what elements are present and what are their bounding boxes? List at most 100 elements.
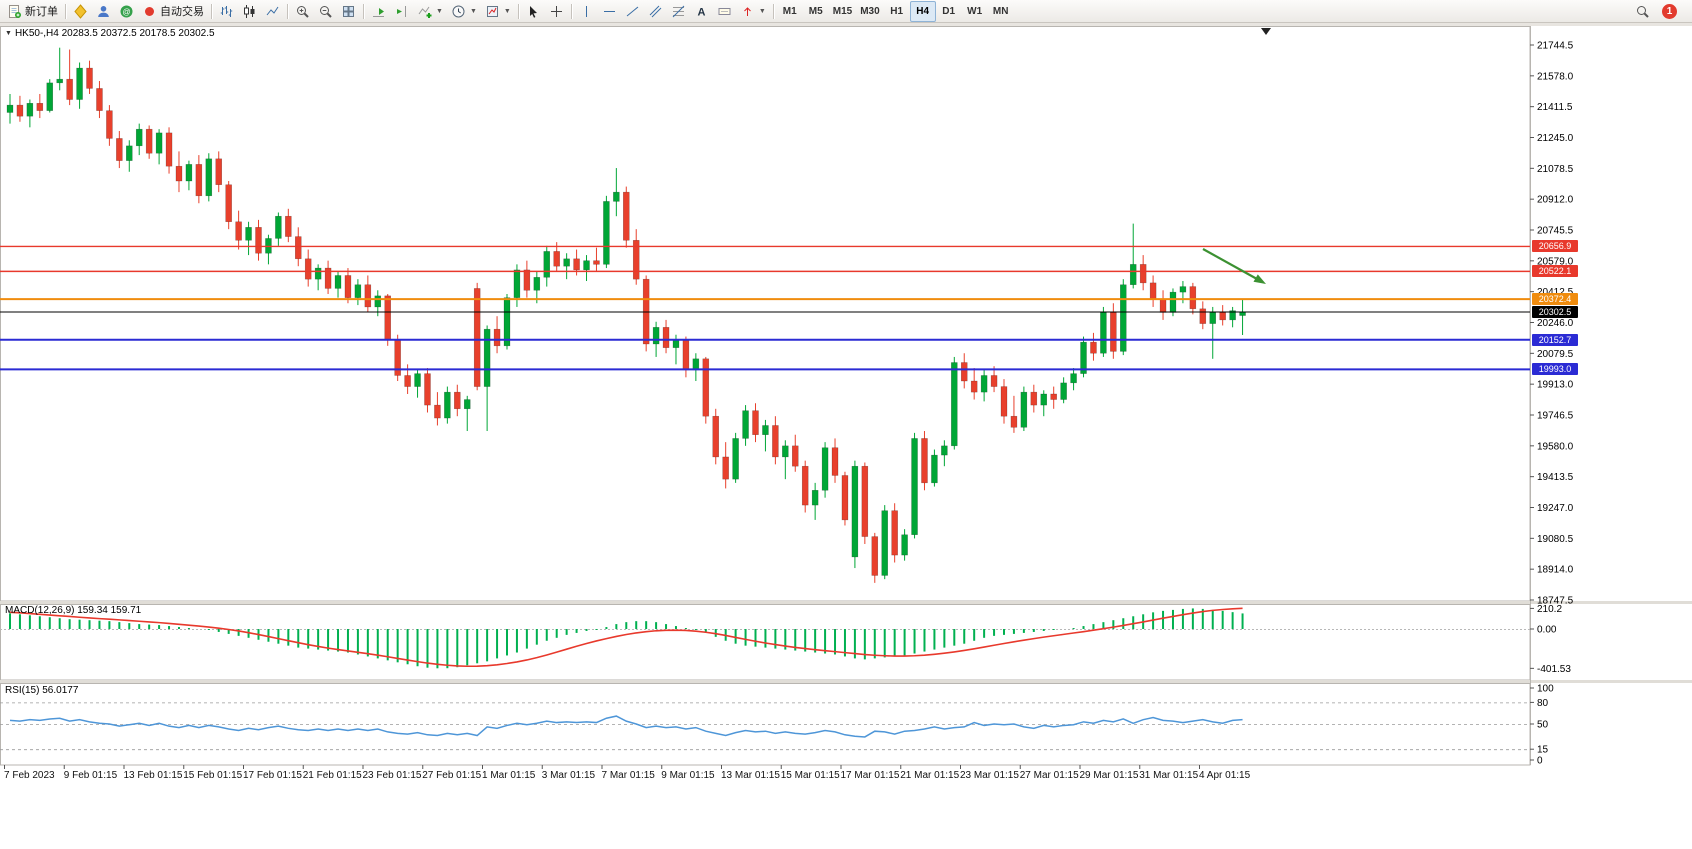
x-tick-label[interactable]: 21 Mar 01:15	[900, 770, 959, 781]
cursor-button[interactable]	[522, 1, 545, 22]
vertical-line-icon	[585, 5, 587, 17]
macd-histogram	[9, 608, 1244, 669]
candle-body	[1080, 341, 1087, 374]
candle-body	[314, 267, 322, 280]
x-tick-label[interactable]: 27 Mar 01:15	[1020, 770, 1079, 781]
y-tick-label: 20412.5	[1537, 287, 1574, 298]
toolbar-right-group: 1	[1631, 1, 1689, 22]
candle-body	[1040, 393, 1048, 406]
candle-body	[384, 295, 391, 341]
candle-body	[951, 362, 958, 447]
tile-windows-button[interactable]	[337, 1, 360, 22]
x-tick-label[interactable]: 1 Mar 01:15	[482, 770, 536, 781]
horizontal-line-tool-button[interactable]	[598, 1, 621, 22]
auto-trading-button[interactable]: 自动交易	[138, 1, 208, 22]
community-button[interactable]: @	[115, 1, 138, 22]
chart-shift-button[interactable]	[390, 1, 413, 22]
x-tick-label[interactable]: 21 Feb 01:15	[303, 770, 362, 781]
chart-shift-marker-icon[interactable]	[1261, 28, 1271, 35]
arrow-annotation-head[interactable]	[1253, 274, 1267, 284]
profile-button[interactable]	[92, 1, 115, 22]
chart-window[interactable]: 21744.5 21578.0 21411.5 21245.0 21078.5 20912…	[0, 26, 1692, 849]
x-tick-label[interactable]: 15 Feb 01:15	[183, 770, 242, 781]
tile-windows-icon	[343, 5, 354, 17]
x-tick-label[interactable]: 23 Mar 01:15	[960, 770, 1019, 781]
x-tick-label[interactable]: 13 Mar 01:15	[721, 770, 780, 781]
channel-tool-button[interactable]	[644, 1, 667, 22]
templates-button[interactable]: ▼	[481, 1, 515, 22]
notification-badge[interactable]: 1	[1662, 3, 1677, 19]
candle-body	[921, 438, 928, 484]
x-tick-label[interactable]: 4 Apr 01:15	[1199, 770, 1251, 781]
timeframe-w1-button[interactable]: W1	[967, 5, 983, 17]
x-tick-label[interactable]: 15 Mar 01:15	[781, 770, 840, 781]
candle-body	[662, 327, 670, 348]
x-tick-label[interactable]: 7 Feb 2023	[4, 770, 55, 781]
x-tick-label[interactable]: 17 Feb 01:15	[243, 770, 302, 781]
fibonacci-tool-button[interactable]	[667, 1, 690, 22]
timeframe-h4-button[interactable]: H4	[909, 0, 936, 22]
search-button[interactable]	[1631, 1, 1654, 22]
macd-y-tick-label: 0.00	[1537, 625, 1557, 636]
svg-text:A: A	[697, 6, 705, 18]
mql-market-button[interactable]	[69, 1, 92, 22]
x-tick-label[interactable]: 9 Mar 01:15	[661, 770, 715, 781]
arrows-tool-button[interactable]: ▼	[736, 1, 770, 22]
candle-body	[1000, 386, 1008, 417]
text-tool-button[interactable]: A	[690, 1, 713, 22]
x-tick-label[interactable]: 23 Feb 01:15	[363, 770, 422, 781]
zoom-in-button[interactable]	[291, 1, 314, 22]
crosshair-button[interactable]	[545, 1, 568, 22]
candle-body	[1060, 382, 1067, 400]
panel-splitter[interactable]	[0, 680, 1692, 683]
price-tag-20656.9: 20656.9	[1532, 240, 1578, 253]
line-chart-icon	[266, 6, 279, 15]
x-tick-label[interactable]: 13 Feb 01:15	[124, 770, 183, 781]
label-tool-button[interactable]	[713, 1, 736, 22]
x-tick-label[interactable]: 31 Mar 01:15	[1139, 770, 1198, 781]
trendline-tool-button[interactable]	[621, 1, 644, 22]
bar-chart-button[interactable]	[215, 1, 238, 22]
candle-body	[116, 138, 123, 161]
candle-body	[364, 284, 372, 308]
candle-body	[454, 391, 461, 410]
timeframe-h1-button[interactable]: H1	[890, 5, 904, 17]
timeframe-m5-button[interactable]: M5	[808, 5, 823, 17]
candle-body	[96, 88, 103, 111]
candle-body	[911, 438, 918, 535]
periods-button[interactable]: ▼	[447, 1, 481, 22]
timeframe-d1-button[interactable]: D1	[942, 5, 956, 17]
x-tick-label[interactable]: 7 Mar 01:15	[602, 770, 656, 781]
rsi-panel[interactable]	[0, 683, 1531, 766]
x-tick-label[interactable]: 29 Mar 01:15	[1080, 770, 1139, 781]
candle-body	[990, 375, 998, 387]
auto-scroll-button[interactable]	[367, 1, 390, 22]
x-tick-label[interactable]: 9 Feb 01:15	[64, 770, 118, 781]
candlestick-chart-button[interactable]	[238, 1, 261, 22]
candle-body	[493, 328, 501, 347]
timeframe-m30-button[interactable]: M30	[860, 5, 880, 17]
templates-icon	[486, 5, 498, 17]
indicators-button[interactable]: ▼	[413, 1, 447, 22]
candle-body	[483, 328, 491, 387]
zoom-out-button[interactable]	[314, 1, 337, 22]
timeframe-m1-button[interactable]: M1	[782, 5, 797, 17]
new-order-icon	[9, 4, 21, 18]
new-order-button[interactable]: 新订单	[3, 1, 62, 22]
chart-canvas[interactable]: 21744.5 21578.0 21411.5 21245.0 21078.5 20912…	[0, 26, 1692, 849]
vertical-line-tool-button[interactable]	[575, 1, 598, 22]
line-chart-button[interactable]	[261, 1, 284, 22]
timeframe-m15-button[interactable]: M15	[832, 5, 853, 17]
toolbar-separator	[211, 3, 212, 19]
x-tick-label[interactable]: 3 Mar 01:15	[542, 770, 596, 781]
candle-body	[175, 165, 183, 182]
timeframe-mn-button[interactable]: MN	[992, 5, 1009, 17]
candle-body	[46, 82, 54, 111]
panel-splitter[interactable]	[0, 601, 1692, 604]
price-tag-20152.7: 20152.7	[1532, 333, 1578, 346]
arrow-annotation[interactable]	[1202, 248, 1258, 280]
main-price-panel[interactable]	[0, 26, 1531, 602]
x-tick-label[interactable]: 17 Mar 01:15	[841, 770, 900, 781]
y-tick-label: 19913.0	[1537, 380, 1574, 391]
x-tick-label[interactable]: 27 Feb 01:15	[422, 770, 481, 781]
